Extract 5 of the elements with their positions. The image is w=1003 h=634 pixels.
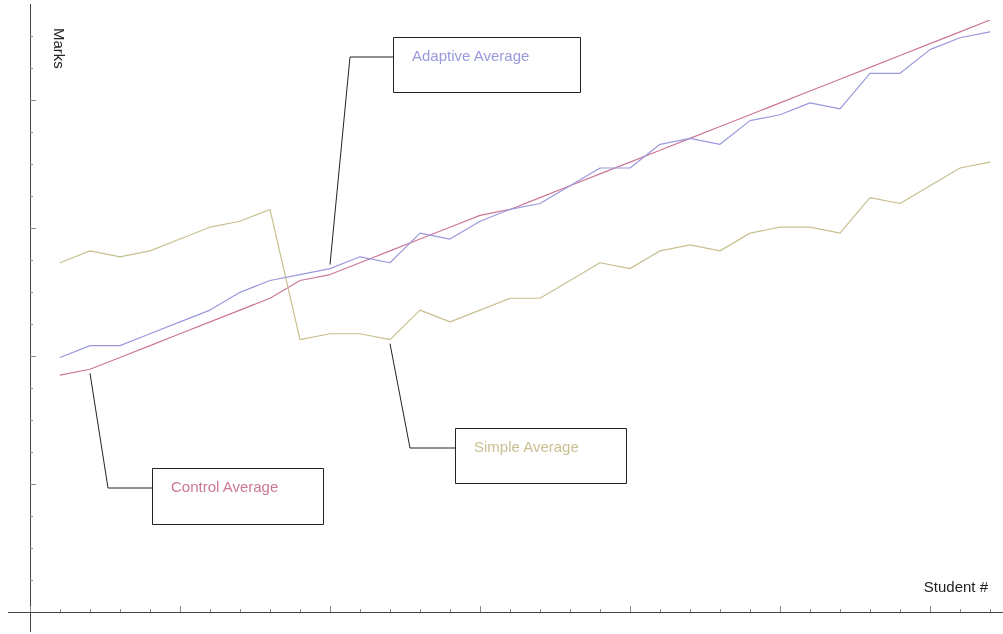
text: Adaptive Average [412, 47, 530, 65]
text: Simple Average [474, 438, 579, 456]
y-axis-title: Marks [50, 28, 68, 69]
text: Control Average [171, 478, 279, 496]
x-axis-title: Student # [923, 578, 989, 595]
